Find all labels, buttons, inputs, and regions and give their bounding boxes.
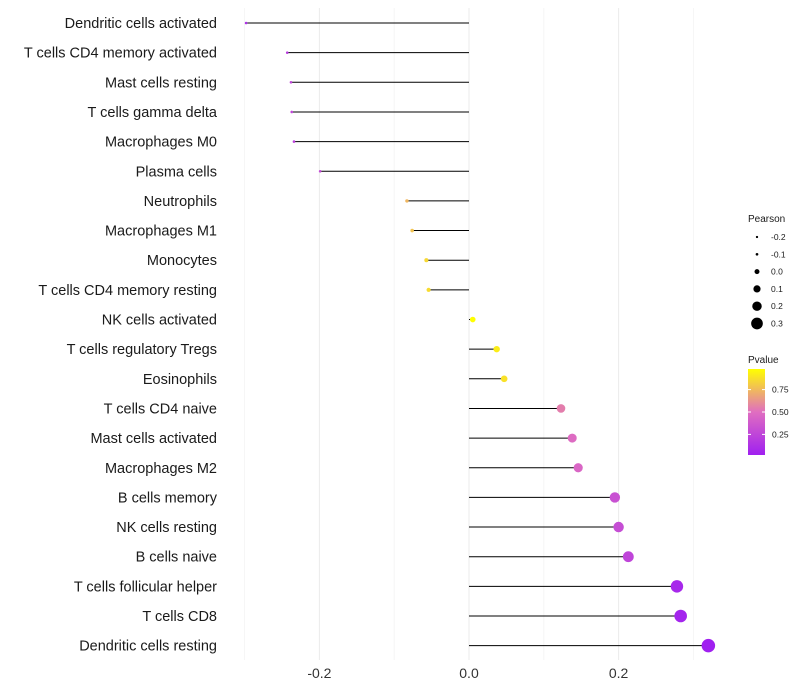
x-tick-label: 0.0: [459, 665, 479, 681]
grid-lines: [244, 8, 694, 660]
category-label: Macrophages M0: [105, 135, 217, 151]
lollipop-point: [622, 551, 634, 563]
category-label: Dendritic cells resting: [79, 639, 217, 655]
size-legend-key: [755, 235, 759, 239]
lollipop-point: [613, 521, 624, 533]
color-legend-label: 0.75: [772, 385, 789, 395]
x-tick-label: -0.2: [307, 665, 331, 681]
lollipop-points: [244, 21, 716, 653]
category-label: Macrophages M1: [105, 224, 217, 240]
size-legend-key: [753, 285, 761, 293]
pearson-size-legend: Pearson -0.2 -0.1 0.0 0.1 0.2 0.3: [748, 214, 786, 330]
category-label: Dendritic cells activated: [65, 16, 217, 32]
color-legend-label: 0.25: [772, 429, 789, 439]
category-label: Macrophages M2: [105, 461, 217, 477]
category-label: Monocytes: [147, 253, 217, 269]
category-label: Plasma cells: [136, 164, 217, 180]
category-labels: Dendritic cells activated T cells CD4 mem…: [24, 16, 218, 655]
category-label: T cells CD4 naive: [104, 401, 217, 417]
category-label: T cells CD4 memory resting: [38, 283, 217, 299]
lollipop-point: [556, 404, 566, 413]
size-legend-label: 0.2: [771, 301, 783, 311]
size-legend-label: -0.2: [771, 232, 786, 242]
lollipop-point: [290, 110, 294, 114]
pvalue-color-legend: Pvalue 0.75 0.50 0.25: [748, 355, 789, 455]
size-legend-title: Pearson: [748, 214, 785, 225]
size-legend-label: -0.1: [771, 249, 786, 259]
category-label: NK cells activated: [102, 313, 217, 329]
category-label: B cells memory: [118, 490, 218, 506]
category-label: T cells regulatory Tregs: [67, 342, 217, 358]
lollipop-point: [567, 433, 577, 443]
size-legend-key: [755, 252, 759, 256]
color-legend-bar: [748, 369, 765, 455]
lollipop-point: [674, 609, 687, 623]
size-legend-label: 0.1: [771, 284, 783, 294]
size-legend-label: 0.3: [771, 319, 783, 329]
lollipop-point: [609, 492, 621, 503]
category-label: T cells CD8: [142, 609, 217, 625]
lollipop-point: [701, 638, 716, 653]
lollipop-point: [244, 21, 248, 25]
lollipop-point: [318, 169, 322, 173]
category-label: T cells CD4 memory activated: [24, 46, 217, 62]
color-legend-title: Pvalue: [748, 355, 779, 366]
category-label: Eosinophils: [143, 372, 217, 388]
category-label: NK cells resting: [116, 520, 217, 536]
lollipop-point: [410, 228, 414, 233]
category-label: Mast cells activated: [90, 431, 217, 447]
size-legend-key: [754, 269, 760, 275]
lollipop-point: [469, 316, 476, 323]
color-legend-label: 0.50: [772, 407, 789, 417]
x-tick-label: 0.2: [609, 665, 629, 681]
lollipop-point: [670, 580, 684, 593]
lollipop-point: [493, 345, 500, 353]
lollipop-point: [285, 51, 289, 54]
category-label: T cells follicular helper: [74, 579, 217, 595]
lollipop-point: [500, 375, 508, 383]
category-label: B cells naive: [136, 550, 217, 566]
lollipop-stems: [246, 22, 709, 647]
lollipop-point: [289, 81, 293, 84]
category-label: Neutrophils: [144, 194, 217, 210]
category-label: Mast cells resting: [105, 75, 217, 91]
x-axis-ticks: -0.2 0.0 0.2: [307, 665, 628, 681]
category-label: T cells gamma delta: [88, 105, 218, 121]
size-legend-key: [751, 317, 763, 330]
size-legend-label: 0.0: [771, 267, 783, 277]
size-legend-key: [752, 301, 762, 311]
lollipop-point: [573, 463, 583, 473]
lollipop-point: [426, 287, 431, 292]
lollipop-point: [424, 258, 429, 263]
lollipop-point: [292, 140, 296, 143]
lollipop-point: [405, 199, 409, 203]
